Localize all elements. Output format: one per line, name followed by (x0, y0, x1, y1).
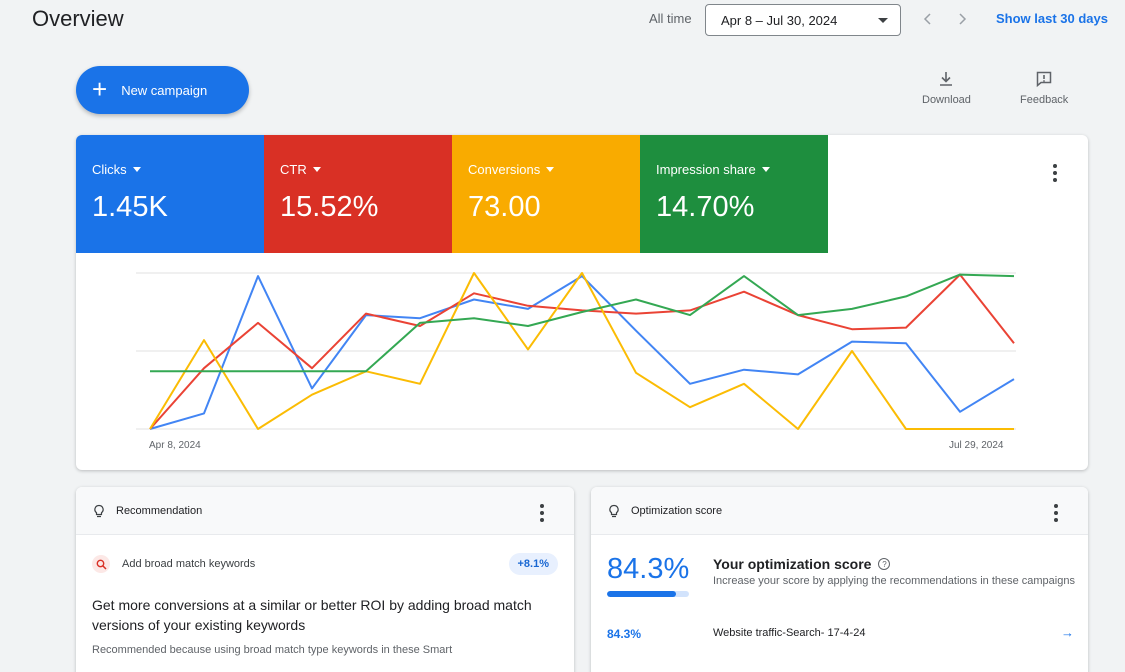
optimization-score-bar (607, 591, 689, 597)
optimization-title: Your optimization score ? (713, 556, 891, 572)
optimization-score-card: Optimization score 84.3% Your optimizati… (591, 487, 1088, 672)
range-label: All time (649, 11, 692, 26)
optimization-score-value: 84.3% (607, 553, 690, 585)
x-axis-start-label: Apr 8, 2024 (149, 440, 201, 451)
series-line-0 (149, 275, 1015, 430)
dropdown-caret-icon (878, 18, 888, 23)
metric-label-text: Conversions (468, 162, 541, 177)
download-button[interactable]: Download (922, 70, 971, 106)
recommendation-header-label: Recommendation (116, 504, 203, 517)
optimization-title-text: Your optimization score (713, 556, 872, 572)
line-chart (136, 272, 1016, 430)
dropdown-caret-icon (132, 167, 141, 172)
campaign-score: 84.3% (607, 627, 642, 641)
feedback-label: Feedback (1020, 94, 1069, 106)
x-axis-end-label: Jul 29, 2024 (949, 440, 1004, 451)
optimization-description: Increase your score by applying the reco… (713, 575, 1075, 587)
performance-chart-card: Clicks 1.45K CTR 15.52% Conversions 73.0… (76, 135, 1088, 470)
dropdown-caret-icon (312, 167, 321, 172)
uplift-badge: +8.1% (508, 553, 558, 575)
metric-value: 14.70% (656, 191, 755, 223)
metric-label: CTR (280, 162, 436, 177)
metric-tile-conversions[interactable]: Conversions 73.00 (452, 135, 640, 253)
metric-tile-clicks[interactable]: Clicks 1.45K (76, 135, 264, 253)
lightbulb-icon (94, 504, 104, 517)
dropdown-caret-icon (761, 167, 770, 172)
dropdown-caret-icon (546, 167, 555, 172)
recommendation-item-label: Add broad match keywords (122, 558, 256, 570)
series-line-3 (150, 273, 1015, 373)
metric-tile-impression-share[interactable]: Impression share 14.70% (640, 135, 828, 253)
date-range-picker[interactable]: Apr 8 – Jul 30, 2024 (705, 4, 901, 36)
recommendation-title: Get more conversions at a similar or bet… (92, 597, 532, 633)
download-icon (940, 72, 953, 86)
metric-label-text: Clicks (92, 162, 127, 177)
chevron-right-icon (959, 13, 967, 25)
arrow-right-icon[interactable]: → (1061, 625, 1074, 640)
metric-tile-ctr[interactable]: CTR 15.52% (264, 135, 452, 253)
metric-label-text: CTR (280, 162, 307, 177)
metric-value: 15.52% (280, 191, 379, 223)
previous-period-button[interactable] (918, 8, 938, 30)
optimization-header: Optimization score (591, 487, 1088, 535)
optimization-more-options-icon[interactable] (1054, 504, 1058, 522)
metric-value: 73.00 (468, 191, 541, 223)
help-icon[interactable]: ? (878, 558, 891, 570)
page-title: Overview (32, 6, 124, 31)
lightbulb-icon (609, 504, 619, 517)
recommendation-subtitle: Recommended because using broad match ty… (92, 644, 453, 656)
metric-value: 1.45K (92, 191, 168, 223)
date-range-value: Apr 8 – Jul 30, 2024 (721, 12, 838, 28)
series-line-1 (149, 273, 1015, 430)
chevron-left-icon (923, 13, 931, 25)
feedback-button[interactable]: Feedback (1020, 70, 1068, 106)
recommendation-card: Recommendation Add broad match keywords … (76, 487, 574, 672)
plus-icon: + (92, 73, 108, 104)
download-label: Download (922, 94, 971, 106)
recommendation-header: Recommendation (76, 487, 574, 535)
new-campaign-button[interactable]: + New campaign (76, 66, 249, 114)
metric-label: Conversions (468, 162, 624, 177)
optimization-header-label: Optimization score (631, 504, 723, 517)
campaign-name-link[interactable]: Website traffic-Search- 17-4-24 (713, 627, 866, 639)
feedback-icon (1036, 71, 1052, 88)
chart-more-options-icon[interactable] (1053, 164, 1057, 182)
show-last-30-days-link[interactable]: Show last 30 days (996, 11, 1108, 26)
series-line-2 (149, 272, 1014, 430)
new-campaign-label: New campaign (121, 82, 208, 98)
metric-label: Clicks (92, 162, 248, 177)
metric-label: Impression share (656, 162, 812, 177)
search-icon (92, 555, 110, 573)
metric-label-text: Impression share (656, 162, 756, 177)
next-period-button[interactable] (952, 8, 972, 30)
optimization-score-bar-fill (607, 591, 677, 597)
recommendation-item[interactable]: Add broad match keywords (92, 555, 255, 573)
recommendation-more-options-icon[interactable] (540, 504, 544, 522)
